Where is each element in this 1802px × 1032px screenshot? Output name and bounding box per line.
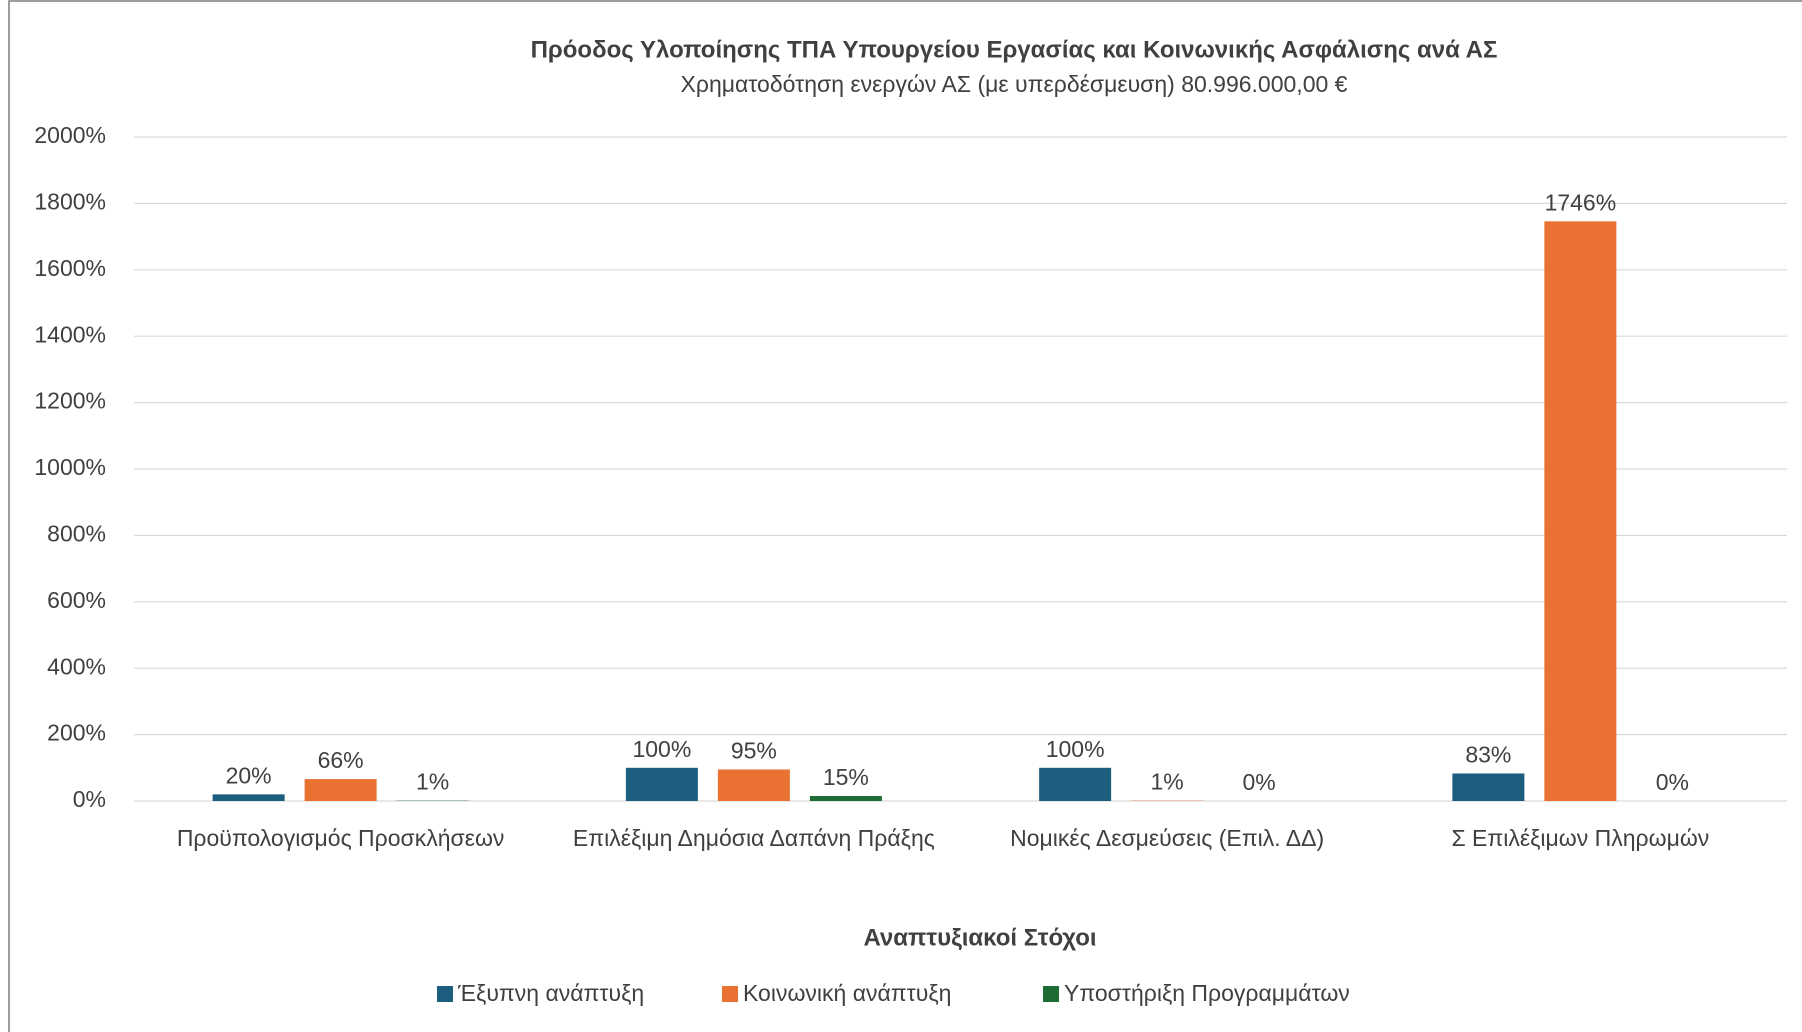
x-tick-label: Επιλέξιμη Δημόσια Δαπάνη Πράξης xyxy=(573,825,935,851)
y-tick-label: 1600% xyxy=(34,255,106,281)
bar xyxy=(304,779,377,801)
data-label: 95% xyxy=(731,738,777,764)
chart-subtitle: Χρηματοδότηση ενεργών ΑΣ (με υπερδέσμευσ… xyxy=(681,71,1348,97)
bar xyxy=(1452,773,1525,801)
bar xyxy=(625,767,698,801)
chart-frame xyxy=(8,0,1802,1032)
data-label: 15% xyxy=(823,764,869,790)
chart-title: Πρόοδος Υλοποίησης ΤΠΑ Υπουργείου Εργασί… xyxy=(531,36,1498,63)
bar xyxy=(212,794,285,801)
legend-swatch xyxy=(722,986,738,1002)
bar xyxy=(1544,221,1617,801)
x-tick-label: Προϋπολογισμός Προσκλήσεων xyxy=(177,825,505,851)
data-label: 83% xyxy=(1465,742,1511,768)
legend-label: Υποστήριξη Προγραμμάτων xyxy=(1064,980,1350,1006)
bar xyxy=(809,796,882,801)
data-label: 1% xyxy=(1151,769,1184,795)
data-label: 0% xyxy=(1243,769,1276,795)
data-label: 66% xyxy=(318,747,364,773)
bar xyxy=(1039,767,1112,801)
y-tick-label: 1200% xyxy=(34,388,106,414)
y-tick-label: 1000% xyxy=(34,454,106,480)
legend-label: Έξυπνη ανάπτυξη xyxy=(457,980,644,1006)
data-label: 1% xyxy=(416,769,449,795)
y-tick-label: 1800% xyxy=(34,188,106,214)
x-tick-label: Νομικές Δεσμεύσεις (Επιλ. ΔΔ) xyxy=(1010,825,1324,851)
bar xyxy=(717,769,790,801)
data-label: 20% xyxy=(226,762,272,788)
y-tick-label: 2000% xyxy=(34,122,106,148)
y-tick-label: 400% xyxy=(47,653,106,679)
legend-label: Κοινωνική ανάπτυξη xyxy=(743,980,951,1006)
y-tick-label: 200% xyxy=(47,720,106,746)
y-tick-label: 1400% xyxy=(34,321,106,347)
data-label: 1746% xyxy=(1545,189,1617,215)
y-tick-label: 600% xyxy=(47,587,106,613)
y-tick-label: 0% xyxy=(73,786,106,812)
y-tick-label: 800% xyxy=(47,520,106,546)
legend-swatch xyxy=(437,986,453,1002)
data-label: 0% xyxy=(1656,769,1689,795)
x-axis-title: Αναπτυξιακοί Στόχοι xyxy=(863,924,1096,951)
x-tick-label: Σ Επιλέξιμων Πληρωμών xyxy=(1451,825,1709,851)
data-label: 100% xyxy=(632,736,691,762)
data-label: 100% xyxy=(1046,736,1105,762)
legend-swatch xyxy=(1043,986,1059,1002)
